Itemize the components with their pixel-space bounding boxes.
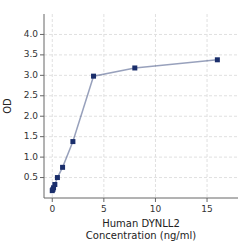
x-tick: [52, 198, 53, 202]
data-point: [52, 182, 57, 187]
y-tick-label: 4.0: [24, 29, 39, 39]
x-grid-line: [155, 14, 156, 198]
data-point: [215, 57, 220, 62]
x-tick-label: 5: [101, 204, 107, 214]
y-grid-line: [44, 116, 238, 117]
data-point: [55, 175, 60, 180]
y-tick-label: 3.0: [24, 70, 39, 80]
y-grid-line: [44, 34, 238, 35]
data-point: [60, 165, 65, 170]
x-axis-label-line: Human DYNLL2: [102, 218, 180, 229]
axes: 0.5 1.0 1.5 2.0 2.5 3.0 3.5 4.0 0 5 10 15: [24, 14, 238, 214]
y-tick: [40, 157, 44, 158]
data-point: [132, 65, 137, 70]
y-tick: [40, 75, 44, 76]
y-tick-label: 1.5: [24, 131, 38, 141]
y-tick-label: 2.5: [24, 90, 38, 100]
y-grid-line: [44, 136, 238, 137]
x-axis-label: Human DYNLL2Concentration (ng/ml): [86, 218, 196, 241]
y-grid-line: [44, 157, 238, 158]
y-tick: [40, 54, 44, 55]
y-tick-label: 2.0: [24, 111, 39, 121]
y-tick: [40, 116, 44, 117]
y-grid-line: [44, 75, 238, 76]
x-tick-label: 10: [150, 204, 162, 214]
x-axis-label-line: Concentration (ng/ml): [86, 230, 196, 241]
y-axis-line: [44, 14, 45, 198]
y-grid-line: [44, 177, 238, 178]
data-line: [52, 60, 217, 191]
x-axis-line: [44, 198, 238, 199]
plot-area: [50, 57, 220, 193]
x-tick: [207, 198, 208, 202]
grid: [44, 14, 238, 198]
x-tick: [103, 198, 104, 202]
y-tick: [40, 177, 44, 178]
chart: 0.5 1.0 1.5 2.0 2.5 3.0 3.5 4.0 0 5 10 15 Human DYNL…: [0, 0, 250, 250]
y-grid-line: [44, 95, 238, 96]
data-point: [91, 74, 96, 79]
y-tick-label: 3.5: [24, 49, 38, 59]
x-tick: [155, 198, 156, 202]
y-tick: [40, 34, 44, 35]
x-tick-label: 0: [49, 204, 55, 214]
x-grid-line: [52, 14, 53, 198]
y-tick-label: 1.0: [24, 152, 39, 162]
y-axis-label: OD: [2, 98, 13, 114]
y-tick: [40, 136, 44, 137]
y-tick-label: 0.5: [24, 172, 38, 182]
x-tick-label: 15: [201, 204, 212, 214]
y-grid-line: [44, 54, 238, 55]
x-grid-line: [207, 14, 208, 198]
data-point: [70, 139, 75, 144]
y-tick: [40, 95, 44, 96]
x-grid-line: [103, 14, 104, 198]
